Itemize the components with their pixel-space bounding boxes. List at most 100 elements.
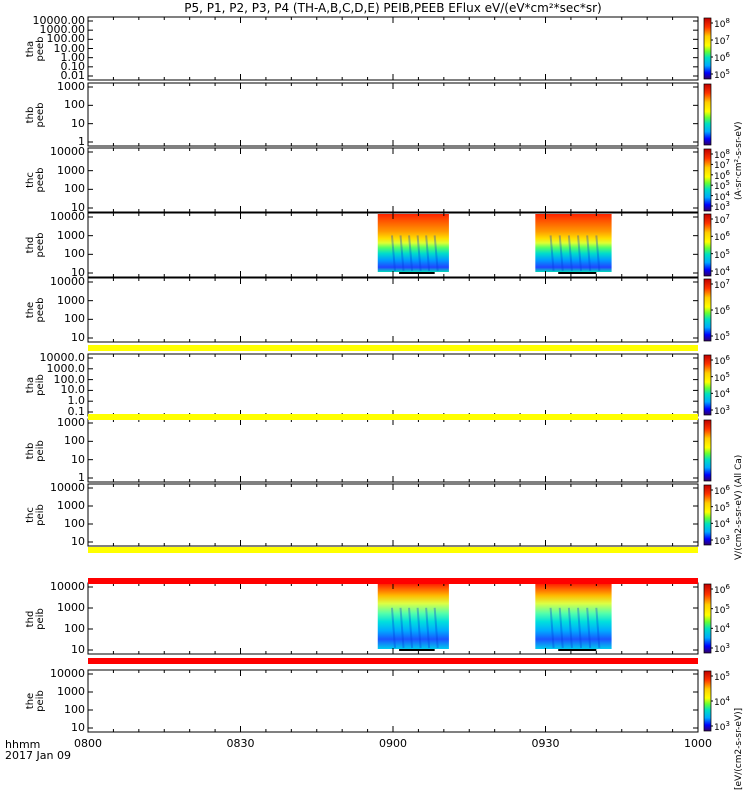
y-tick-label: 100.00 — [46, 32, 86, 46]
burst-texture — [416, 235, 422, 272]
y-tick-label: 10 — [71, 535, 85, 548]
y-tick-label: 1.00 — [60, 50, 86, 64]
burst-texture — [433, 607, 439, 649]
panel-label: thc peeb — [25, 160, 46, 200]
y-tick-label: 100 — [64, 312, 85, 326]
panel-frame — [87, 353, 699, 417]
y-tick-label: 1000.00 — [39, 23, 86, 37]
product-name: peeb — [35, 167, 46, 193]
colorbar-tick-label: 107 — [714, 34, 730, 47]
colorbar-tick-label: 104 — [714, 387, 730, 401]
y-tick-label: 10000.00 — [32, 14, 86, 27]
y-tick-label: 1000.0 — [46, 361, 86, 375]
spectrogram-burst — [535, 214, 612, 272]
panel-label: the peeb — [25, 290, 46, 330]
x-tick-label: 0800 — [74, 737, 102, 750]
colorbar-tick-label: 106 — [714, 304, 730, 317]
panel-frame — [87, 483, 699, 547]
burst-texture — [549, 607, 555, 649]
colorbar — [703, 83, 712, 146]
y-tick-label: 1000 — [57, 685, 85, 698]
y-tick-label: 10 — [71, 331, 85, 344]
burst-texture — [390, 235, 396, 272]
burst-texture — [433, 235, 439, 272]
spectrogram-burst — [377, 214, 449, 272]
colorbar — [703, 670, 712, 732]
y-tick-label: 10.00 — [53, 41, 86, 55]
colorbar-tick-label: 106 — [714, 51, 730, 64]
y-tick-label: 0.01 — [60, 69, 86, 82]
burst-texture — [567, 235, 573, 272]
colorbar-title: (A·sr·cm²-s-sr-eV) — [734, 121, 744, 200]
y-tick-label: 10000 — [50, 481, 85, 494]
y-tick-label: 10 — [71, 643, 85, 656]
burst-texture — [577, 607, 583, 649]
product-name: peib — [35, 607, 46, 630]
colorbar-tick-label: 107 — [714, 213, 730, 226]
burst-texture — [567, 607, 573, 649]
product-name: peib — [35, 690, 46, 712]
y-tick-label: 10 — [71, 452, 85, 466]
panel-frame — [87, 147, 699, 213]
panel-frame — [87, 82, 699, 147]
colorbar-title: V/(cm2-s-sr-eV) (All Ca) — [734, 454, 744, 560]
colorbar-tick-label: 107 — [714, 278, 730, 291]
panel-label: thb peeb — [25, 95, 46, 135]
spectrogram-burst — [535, 584, 612, 649]
colorbar-tick-label: 105 — [714, 602, 730, 616]
product-name: peeb — [35, 102, 46, 127]
time-axis-label: hhmm — [5, 738, 41, 751]
burst-texture — [408, 235, 414, 272]
y-tick-label: 100 — [64, 98, 85, 112]
colorbar — [703, 17, 712, 80]
panel-frame — [87, 418, 699, 483]
colorbar-title: [eV/(cm2-s-sr-eV)] — [734, 707, 744, 790]
colorbar-tick-label: 103 — [714, 720, 730, 733]
colorbar-tick-label: 104 — [714, 622, 730, 636]
colorbar-tick-label: 105 — [714, 68, 730, 81]
colorbar-tick-label: 107 — [714, 158, 730, 172]
spectrogram-burst — [377, 584, 449, 649]
colorbar-tick-label: 104 — [714, 265, 730, 278]
colorbar — [703, 419, 712, 482]
colorbar-tick-label: 105 — [714, 670, 730, 683]
y-tick-label: 1 — [78, 135, 85, 148]
x-tick-label: 0900 — [379, 737, 407, 750]
y-tick-label: 10000 — [50, 145, 85, 158]
colorbar-tick-label: 106 — [714, 354, 730, 367]
y-tick-label: 100 — [64, 517, 85, 530]
burst-texture — [595, 235, 601, 272]
quality-flag-bar — [88, 345, 698, 351]
y-tick-label: 100 — [64, 182, 85, 196]
colorbar-tick-label: 108 — [714, 148, 730, 161]
panel-frame — [87, 669, 699, 733]
burst-texture — [577, 235, 583, 272]
colorbar — [703, 354, 712, 416]
y-tick-label: 10.0 — [60, 383, 86, 397]
colorbar-tick-label: 103 — [714, 200, 730, 213]
y-tick-label: 1000 — [57, 80, 85, 93]
y-tick-label: 10000 — [50, 275, 85, 288]
product-name: peib — [35, 439, 46, 462]
y-tick-label: 0.1 — [67, 405, 86, 418]
y-tick-label: 1000 — [57, 293, 85, 307]
quality-flag-bar — [88, 414, 698, 420]
burst-texture — [595, 607, 601, 649]
burst-texture — [416, 607, 422, 649]
colorbar-tick-label: 105 — [714, 370, 730, 384]
colorbar-tick-label: 104 — [714, 189, 730, 203]
y-tick-label: 100 — [64, 247, 85, 261]
colorbar — [703, 484, 712, 546]
burst-texture — [549, 235, 555, 272]
colorbar-tick-label: 103 — [714, 404, 730, 417]
panel-label: tha peib — [25, 365, 46, 405]
panel-frame — [87, 16, 699, 81]
colorbar-tick-label: 108 — [714, 17, 730, 30]
colorbar-tick-label: 105 — [714, 179, 730, 193]
colorbar — [703, 213, 712, 277]
y-tick-label: 100 — [64, 703, 85, 716]
y-tick-label: 100 — [64, 434, 85, 448]
y-tick-label: 1000 — [57, 499, 85, 512]
